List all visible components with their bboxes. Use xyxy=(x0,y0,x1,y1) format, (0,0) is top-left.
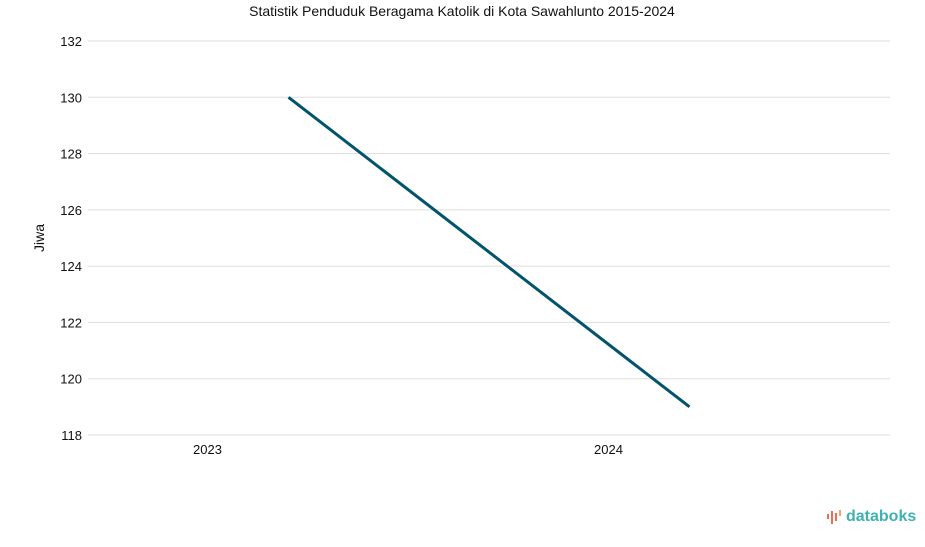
chart-title: Statistik Penduduk Beragama Katolik di K… xyxy=(249,3,675,19)
databoks-logo: databoks xyxy=(826,508,916,526)
y-tick-label: 126 xyxy=(60,203,82,218)
x-tick-label: 2024 xyxy=(594,442,623,457)
series-line xyxy=(287,96,691,409)
y-tick-label: 124 xyxy=(60,259,82,274)
y-tick-label: 120 xyxy=(60,372,82,387)
y-tick-label: 130 xyxy=(60,90,82,105)
y-axis-label: Jiwa xyxy=(31,224,47,252)
y-tick-label: 118 xyxy=(61,428,82,443)
logo-text: databoks xyxy=(846,508,917,525)
y-tick-label: 132 xyxy=(60,34,82,49)
x-tick-label: 2023 xyxy=(193,442,222,457)
databoks-logo-icon xyxy=(827,510,841,524)
y-tick-label: 128 xyxy=(60,147,82,162)
y-tick-label: 122 xyxy=(60,315,82,330)
